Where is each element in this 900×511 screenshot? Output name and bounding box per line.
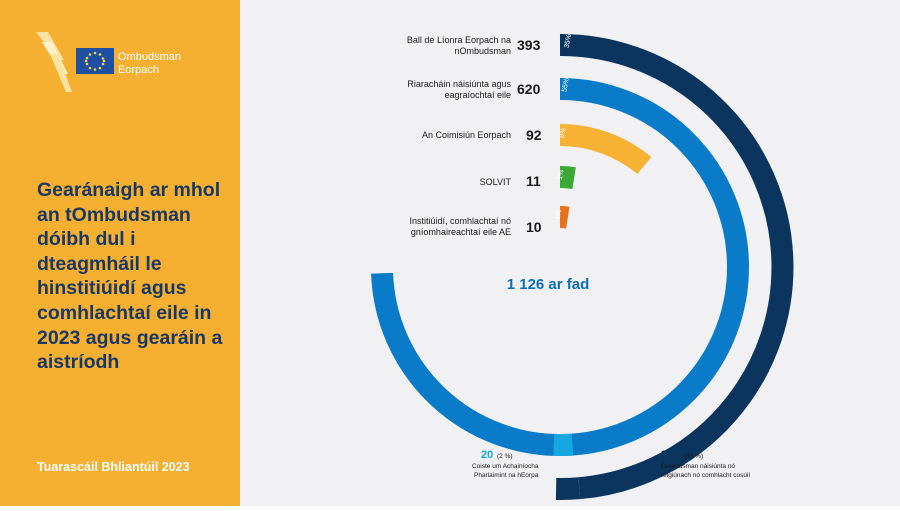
ombudsman-logo	[34, 30, 116, 100]
sub-label-line1-national-ombudsman: Ombudsman náisiúnta nó	[661, 463, 735, 470]
page-title: Gearánaigh ar mhol an tOmbudsman dóibh d…	[37, 178, 237, 375]
radial-chart: 35% 55% 8% 1% 1% Ball de Líonra Eorpach …	[240, 0, 900, 506]
category-label-solvit: SOLVIT	[480, 177, 512, 187]
value-other-eu-bodies: 10	[526, 219, 542, 235]
sub-value-national-ombudsman: 373	[661, 449, 679, 461]
value-solvit: 11	[526, 173, 541, 189]
value-national-administrations: 620	[517, 81, 541, 97]
sub-label-line2-national-ombudsman: réigiúnach nó comhlacht cosúil	[661, 472, 750, 479]
sub-label-line1-petitions-committee: Coiste um Achainíocha	[472, 463, 539, 470]
arc-ombudsman-network-tail	[556, 488, 579, 489]
total-label: 1 126 ar fad	[507, 276, 590, 293]
sub-percent-petitions-committee: (2 %)	[497, 453, 513, 460]
value-european-commission: 92	[526, 127, 542, 143]
logo-line-1: Ombudsman	[118, 51, 181, 64]
category-label-european-commission: An Coimisiún Eorpach	[422, 130, 511, 140]
chart-area: 35% 55% 8% 1% 1% Ball de Líonra Eorpach …	[240, 0, 900, 506]
left-panel: Ombudsman Eorpach Gearánaigh ar mhol an …	[0, 0, 240, 506]
sub-value-petitions-committee: 20	[481, 449, 493, 461]
report-footer: Tuarascáil Bhliantúil 2023	[37, 460, 190, 474]
sub-label-line2-petitions-committee: Pharlaimint na hEorpa	[474, 472, 539, 479]
logo-text: Ombudsman Eorpach	[118, 51, 181, 77]
logo-line-2: Eorpach	[118, 64, 181, 77]
value-ombudsman-network: 393	[517, 37, 541, 53]
sub-percent-national-ombudsman: (33 %)	[684, 453, 703, 460]
chart-background	[240, 0, 900, 506]
